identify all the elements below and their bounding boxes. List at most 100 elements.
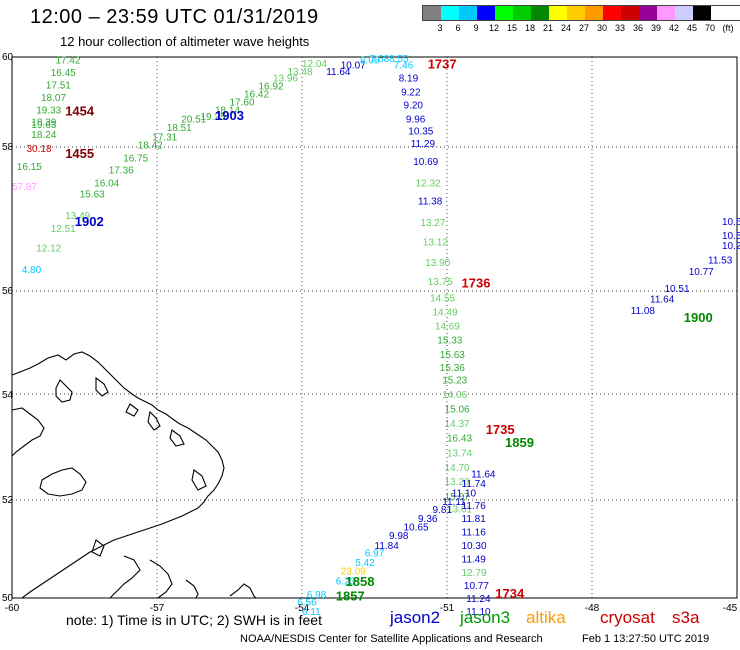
wave-height-value: 6.98 (307, 590, 327, 601)
wave-height-value: 16.43 (447, 434, 472, 445)
color-scale-label: 70 (704, 23, 716, 33)
wave-height-value: 11.10 (452, 488, 477, 499)
wave-height-value: 10.07 (341, 60, 366, 71)
color-scale-labels: 3 6 9 12 15 18 21 24 27 30 33 36 39 42 45 70 (ft) (422, 21, 740, 35)
wave-height-value: 11.24 (466, 594, 491, 605)
wave-height-value: 15.33 (437, 336, 462, 347)
wave-height-value: 15.23 (442, 376, 467, 387)
lon-tick: -48 (585, 603, 600, 614)
wave-height-value: 13.12 (423, 238, 448, 249)
grid (12, 57, 737, 598)
wave-height-value: 14.06 (442, 390, 467, 401)
track-time-label: 1734 (495, 586, 525, 601)
wave-height-value: 5.42 (355, 558, 375, 569)
wave-height-value: 9.81 (433, 505, 453, 516)
plot-frame (11, 56, 738, 599)
wave-height-value: 16.42 (244, 90, 269, 101)
units-note: note: 1) Time is in UTC; 2) SWH is in fe… (66, 612, 322, 628)
wave-height-value: 13.27 (420, 218, 445, 229)
color-swatch (567, 6, 585, 20)
color-swatch (513, 6, 531, 20)
wave-height-value: 10.27 (722, 241, 740, 252)
track-time-label: 1858 (346, 574, 375, 589)
wave-height-value: 19.25 (201, 112, 226, 123)
track-time-label: 1455 (65, 146, 94, 161)
wave-height-value: 18.24 (31, 130, 56, 141)
wave-height-value: 13.75 (428, 277, 453, 288)
wave-height-value: 11.49 (462, 555, 487, 566)
color-swatch (657, 6, 675, 20)
track-time-label: 1735 (486, 422, 515, 437)
wave-height-value: 13.49 (65, 211, 90, 222)
wave-height-value: 11.76 (462, 501, 487, 512)
wave-height-value: 12.51 (51, 224, 76, 235)
wave-height-value: 11.74 (462, 479, 487, 490)
lon-tick-labels: -60 -57 -54 -51 -48 -45 (5, 603, 738, 614)
wave-height-value: 15.63 (440, 350, 465, 361)
wave-height-value: 14.55 (430, 293, 455, 304)
color-swatch (675, 6, 693, 20)
color-scale-label: 33 (614, 23, 626, 33)
wave-height-value: 11.64 (326, 67, 351, 78)
lat-tick: 56 (2, 286, 14, 297)
color-scale-label: 24 (560, 23, 572, 33)
wave-height-value: 10.35 (408, 126, 433, 137)
color-swatch (549, 6, 567, 20)
wave-height-value: 10.77 (464, 581, 489, 592)
color-swatches (422, 5, 740, 21)
lon-tick: -57 (150, 603, 165, 614)
track-time-label: 1737 (428, 56, 457, 71)
wave-height-value: 18.14 (215, 105, 240, 116)
color-scale-label: 9 (473, 23, 479, 33)
wave-height-value: 7.68 (370, 54, 390, 65)
wave-height-value: 13.61 (447, 504, 472, 515)
wave-height-value: 9.20 (404, 101, 424, 112)
color-scale-label: 12 (488, 23, 500, 33)
wave-height-value: 15.63 (80, 189, 105, 200)
lat-tick: 52 (2, 495, 14, 506)
page-title: 12:00 – 23:59 UTC 01/31/2019 (30, 6, 319, 28)
wave-height-value: 23.09 (341, 567, 366, 578)
wave-height-value: 13.20 (445, 477, 470, 488)
wave-height-value: 30.18 (27, 144, 52, 155)
wave-height-value: 14.70 (445, 463, 470, 474)
track-time-label: 1903 (215, 108, 244, 123)
wave-height-value: 18.39 (31, 117, 56, 128)
wave-height-value: 10.69 (413, 157, 438, 168)
wave-height-value: 17.36 (109, 166, 134, 177)
color-scale-bar: 3 6 9 12 15 18 21 24 27 30 33 36 39 42 45 70 (ft) (422, 5, 740, 35)
footer-source: NOAA/NESDIS Center for Satellite Applica… (240, 633, 543, 645)
color-swatch (441, 6, 459, 20)
wave-height-value: 13.48 (288, 67, 313, 78)
lon-tick: -60 (5, 603, 20, 614)
wave-height-value: 11.08 (631, 306, 656, 317)
legend-s3a: s3a (672, 608, 700, 627)
wave-height-value: 6.11 (302, 607, 321, 618)
wave-height-value: 18.51 (167, 123, 192, 134)
lat-tick-labels: 50 52 54 56 58 60 (2, 52, 14, 604)
color-scale-label: 15 (506, 23, 518, 33)
legend-altika: altika (526, 608, 566, 627)
lon-tick: -45 (723, 603, 738, 614)
wave-height-value: 18.42 (138, 140, 163, 151)
wave-height-value: 11.64 (471, 470, 496, 481)
wave-height-value: 11.81 (462, 514, 487, 525)
wave-height-value: 13.74 (447, 449, 472, 460)
track-time-label: 1902 (75, 214, 104, 229)
wave-height-value: 9.98 (389, 531, 409, 542)
wave-height-value: 16.75 (123, 153, 148, 164)
color-scale-label: 18 (524, 23, 536, 33)
color-swatch (531, 6, 549, 20)
wave-height-value: 8.06 (360, 56, 380, 67)
wave-height-value: 11.38 (418, 197, 443, 208)
wave-height-value: 17.31 (152, 132, 177, 143)
track-time-label: 1900 (684, 310, 713, 325)
wave-height-value: 11.16 (462, 527, 487, 538)
color-scale-label: 45 (686, 23, 698, 33)
color-swatch (495, 6, 513, 20)
color-swatch (459, 6, 477, 20)
wave-height-value: 17.42 (56, 56, 81, 67)
wave-height-value: 11.10 (466, 607, 491, 618)
